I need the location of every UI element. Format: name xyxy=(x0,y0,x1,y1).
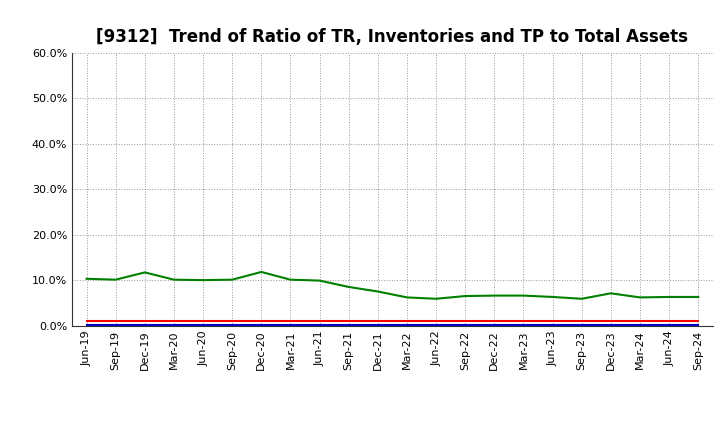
Trade Payables xyxy=(519,293,528,298)
Inventories xyxy=(490,323,499,328)
Trade Payables xyxy=(402,295,411,300)
Inventories xyxy=(577,323,586,328)
Trade Payables xyxy=(82,276,91,282)
Trade Payables xyxy=(577,296,586,301)
Trade Payables xyxy=(199,278,207,283)
Trade Payables xyxy=(694,294,703,300)
Trade Payables xyxy=(490,293,499,298)
Trade Payables xyxy=(461,293,469,299)
Trade Receivables xyxy=(548,319,557,324)
Trade Receivables xyxy=(286,319,294,324)
Trade Receivables xyxy=(344,319,353,324)
Trade Payables xyxy=(286,277,294,282)
Trade Payables xyxy=(548,294,557,300)
Trade Payables xyxy=(374,289,382,294)
Trade Payables xyxy=(315,278,324,283)
Trade Payables xyxy=(112,277,120,282)
Inventories xyxy=(402,323,411,328)
Trade Receivables xyxy=(665,319,673,324)
Trade Payables xyxy=(432,296,441,301)
Trade Receivables xyxy=(490,319,499,324)
Inventories xyxy=(606,323,615,328)
Trade Receivables xyxy=(461,319,469,324)
Trade Receivables xyxy=(432,319,441,324)
Trade Receivables xyxy=(577,319,586,324)
Trade Payables xyxy=(257,269,266,275)
Trade Receivables xyxy=(636,319,644,324)
Inventories xyxy=(257,323,266,328)
Trade Receivables xyxy=(374,319,382,324)
Trade Receivables xyxy=(519,319,528,324)
Trade Receivables xyxy=(694,319,703,324)
Inventories xyxy=(140,323,149,328)
Inventories xyxy=(548,323,557,328)
Inventories xyxy=(665,323,673,328)
Trade Receivables xyxy=(315,319,324,324)
Trade Receivables xyxy=(199,319,207,324)
Inventories xyxy=(344,323,353,328)
Inventories xyxy=(286,323,294,328)
Inventories xyxy=(461,323,469,328)
Title: [9312]  Trend of Ratio of TR, Inventories and TP to Total Assets: [9312] Trend of Ratio of TR, Inventories… xyxy=(96,28,688,46)
Trade Payables xyxy=(228,277,236,282)
Inventories xyxy=(228,323,236,328)
Inventories xyxy=(374,323,382,328)
Inventories xyxy=(694,323,703,328)
Trade Payables xyxy=(606,291,615,296)
Trade Payables xyxy=(665,294,673,300)
Trade Receivables xyxy=(402,319,411,324)
Trade Receivables xyxy=(82,319,91,324)
Inventories xyxy=(432,323,441,328)
Inventories xyxy=(519,323,528,328)
Trade Payables xyxy=(344,284,353,290)
Inventories xyxy=(636,323,644,328)
Trade Payables xyxy=(170,277,179,282)
Trade Payables xyxy=(636,295,644,300)
Trade Receivables xyxy=(257,319,266,324)
Inventories xyxy=(315,323,324,328)
Trade Receivables xyxy=(112,319,120,324)
Trade Payables xyxy=(140,270,149,275)
Inventories xyxy=(112,323,120,328)
Trade Receivables xyxy=(140,319,149,324)
Trade Receivables xyxy=(228,319,236,324)
Line: Trade Payables: Trade Payables xyxy=(86,272,698,299)
Trade Receivables xyxy=(606,319,615,324)
Trade Receivables xyxy=(170,319,179,324)
Inventories xyxy=(170,323,179,328)
Inventories xyxy=(82,323,91,328)
Inventories xyxy=(199,323,207,328)
